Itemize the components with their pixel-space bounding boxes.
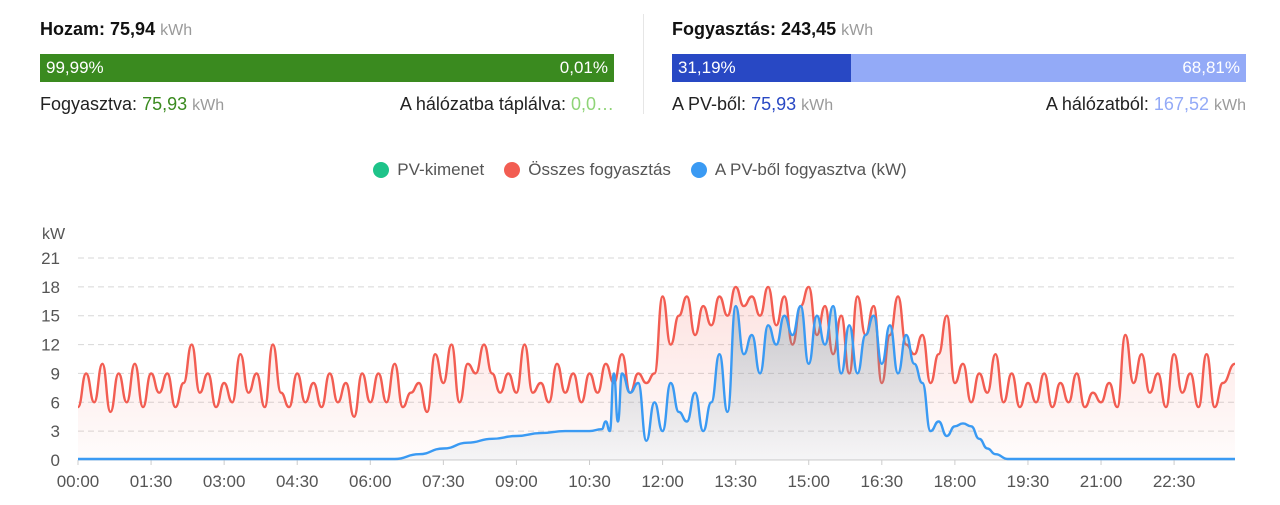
x-tick-label: 07:30 xyxy=(422,472,465,491)
yield-bar-left-segment xyxy=(40,54,614,82)
x-tick-label: 10:30 xyxy=(568,472,611,491)
legend-dot-icon xyxy=(504,162,521,178)
consumption-grid-value: 167,52 xyxy=(1153,94,1209,114)
legend-dot-icon xyxy=(373,162,390,178)
consumption-bar-left-text: 31,19% xyxy=(678,58,736,77)
consumption-bar-left-segment xyxy=(672,54,851,82)
power-chart: kW 0 3 6 9 12 15 18 21 00:00 01:30 03:00 04:30 06:00 0… xyxy=(41,226,1236,491)
consumption-from-pv: A PV-ből: 75,93 kWh xyxy=(672,94,833,115)
yield-consumed-unit: kWh xyxy=(192,97,225,114)
consumption-label: Fogyasztás: xyxy=(672,19,777,39)
y-axis-title: kW xyxy=(42,226,66,243)
consumption-value: 243,45 xyxy=(781,19,837,39)
x-tick-label: 22:30 xyxy=(1153,472,1196,491)
consumption-header: Fogyasztás: 243,45 kWh xyxy=(672,19,873,40)
x-tick-label: 00:00 xyxy=(57,472,100,491)
x-tick-label: 04:30 xyxy=(276,472,319,491)
y-tick-label: 0 xyxy=(51,451,60,470)
yield-grid-label: A hálózatba táplálva: xyxy=(399,94,566,114)
series-area xyxy=(78,286,1235,460)
y-tick-label: 18 xyxy=(41,278,60,297)
yield-label: Hozam: xyxy=(40,19,106,39)
series-line xyxy=(78,304,1235,461)
x-tick-label: 12:00 xyxy=(641,472,684,491)
yield-ratio-bar: 99,99% 0,01% xyxy=(40,54,614,82)
x-tick-label: 13:30 xyxy=(714,472,757,491)
y-tick-label: 3 xyxy=(51,422,60,441)
x-tick-label: 21:00 xyxy=(1080,472,1123,491)
consumption-pv-unit: kWh xyxy=(801,97,834,114)
legend-label: A PV-ből fogyasztva (kW) xyxy=(714,160,907,179)
yield-consumed-value: 75,93 xyxy=(142,94,188,114)
legend-item-pv-consumed[interactable]: A PV-ből fogyasztva (kW) xyxy=(690,160,907,180)
consumption-pv-label: A PV-ből: xyxy=(672,94,747,114)
consumption-grid-unit: kWh xyxy=(1214,97,1246,114)
yield-value: 75,94 xyxy=(110,19,156,39)
consumption-pv-value: 75,93 xyxy=(751,94,797,114)
legend-label: PV-kimenet xyxy=(397,160,485,179)
legend-item-total-consumption[interactable]: Összes fogyasztás xyxy=(504,160,671,180)
yield-grid-feed: A hálózatba táplálva: 0,0… xyxy=(400,94,614,115)
y-tick-label: 21 xyxy=(41,249,60,268)
consumption-ratio-bar: 31,19% 68,81% xyxy=(672,54,1246,82)
yield-consumed-label: Fogyasztva: xyxy=(40,94,138,114)
y-tick-label: 9 xyxy=(51,364,60,383)
x-tick-label: 09:00 xyxy=(495,472,538,491)
chart-legend: PV-kimenet Összes fogyasztás A PV-ből fo… xyxy=(0,160,1280,180)
yield-grid-value: 0,0… xyxy=(570,94,614,114)
yield-bar-right-text: 0,01% xyxy=(559,58,608,77)
x-tick-label: 16:30 xyxy=(861,472,904,491)
y-tick-label: 12 xyxy=(41,336,60,355)
yield-unit: kWh xyxy=(160,22,193,39)
x-tick-label: 18:00 xyxy=(934,472,977,491)
y-tick-label: 6 xyxy=(51,393,60,412)
yield-consumed: Fogyasztva: 75,93 kWh xyxy=(40,94,224,115)
consumption-grid-label: A hálózatból: xyxy=(1045,94,1149,114)
consumption-bar-right-text: 68,81% xyxy=(1182,58,1240,77)
x-tick-label: 15:00 xyxy=(787,472,830,491)
series-line xyxy=(76,285,1236,418)
legend-dot-icon xyxy=(690,162,707,178)
y-tick-label: 15 xyxy=(41,307,60,326)
x-tick-label: 06:00 xyxy=(349,472,392,491)
panel-divider xyxy=(643,14,644,114)
yield-bar-left-text: 99,99% xyxy=(46,58,104,77)
x-tick-label: 19:30 xyxy=(1007,472,1050,491)
legend-item-pv-output[interactable]: PV-kimenet xyxy=(373,160,484,180)
x-tick-label: 03:00 xyxy=(203,472,246,491)
legend-label: Összes fogyasztás xyxy=(528,160,671,179)
consumption-unit: kWh xyxy=(841,22,874,39)
x-tick-label: 01:30 xyxy=(130,472,173,491)
series-area xyxy=(78,306,1235,460)
yield-header: Hozam: 75,94 kWh xyxy=(40,19,192,40)
consumption-bar-right-segment xyxy=(851,54,1246,82)
consumption-from-grid: A hálózatból: 167,52 kWh xyxy=(1046,94,1246,115)
